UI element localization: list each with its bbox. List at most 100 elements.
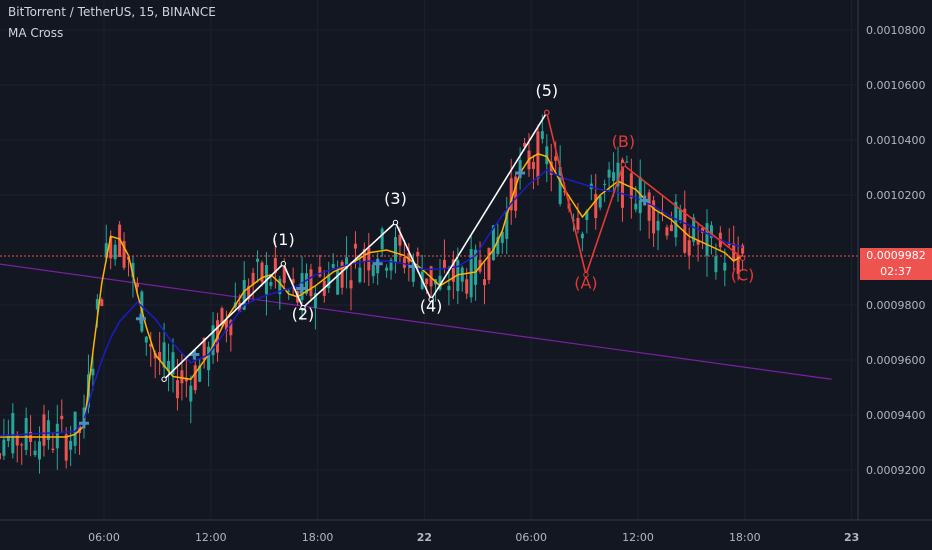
candle-body (220, 308, 224, 325)
candle-body (162, 342, 166, 368)
candle-body (340, 261, 344, 288)
candle-body (385, 267, 389, 271)
candle-body (483, 279, 486, 286)
candle-body (416, 251, 420, 257)
symbol-title: BitTorrent / TetherUS, 15, BINANCE (8, 5, 216, 19)
candle-body (238, 302, 242, 312)
price-tick-label: 0.0010400 (866, 134, 926, 147)
candle-body (327, 274, 331, 289)
last-price-tag: 0.0009982 (860, 248, 932, 264)
candle-body (256, 258, 260, 262)
candle-body (442, 259, 446, 269)
candle-body (429, 266, 433, 287)
trendline-layer[interactable] (0, 261, 832, 380)
candle-body (705, 223, 709, 256)
time-tick-label: 12:00 (195, 531, 227, 544)
cross-marker (79, 418, 89, 429)
candle-body (487, 247, 491, 280)
candle-body (118, 224, 122, 257)
candle-body (153, 353, 157, 359)
candle-body (0, 453, 1, 460)
candle-body (576, 218, 580, 230)
candle-body (438, 275, 442, 290)
candle-body (318, 266, 322, 277)
candle-body (358, 267, 362, 283)
candle-body (389, 259, 393, 271)
wave-label: (5) (535, 81, 558, 100)
candle-body (11, 412, 15, 454)
candle-body (398, 234, 402, 246)
candle-body (500, 232, 504, 243)
wave-pivot (161, 376, 167, 382)
cross-marker (515, 168, 526, 178)
candle-body (425, 278, 429, 285)
wave-label: (B) (612, 132, 635, 151)
candle-body (122, 241, 126, 268)
candle-body (100, 299, 104, 306)
candle-body (594, 193, 598, 219)
candle-body (291, 279, 295, 284)
candle-body (91, 368, 95, 376)
time-tick-label: 18:00 (729, 531, 761, 544)
candle-body (309, 269, 313, 297)
candle-body (656, 220, 660, 231)
candle-body (536, 131, 540, 179)
candle-body (278, 278, 282, 295)
candle-body (407, 253, 411, 263)
wave-lines[interactable] (161, 109, 746, 382)
candle-body (714, 256, 718, 273)
candle-body (629, 173, 633, 199)
time-tick-label: 22 (417, 531, 432, 544)
candle-body (345, 257, 349, 270)
candle-body (652, 200, 656, 234)
candle-body (563, 191, 567, 193)
candle-body (367, 248, 371, 271)
candle-body (180, 370, 184, 384)
candle-body (336, 270, 340, 295)
price-tick-label: 0.0009400 (866, 409, 926, 422)
candle-body (109, 236, 113, 259)
wave-label: (2) (292, 305, 315, 324)
candle-body (736, 254, 740, 274)
candle-body (558, 167, 562, 204)
price-tick-label: 0.0010800 (866, 24, 926, 37)
candle-body (394, 237, 397, 263)
time-tick-label: 06:00 (515, 531, 547, 544)
candle-body (55, 423, 59, 449)
candle-body (531, 162, 535, 169)
candle-body (260, 262, 264, 282)
candle-body (60, 415, 64, 420)
candle-body (549, 161, 553, 175)
grid (0, 0, 858, 520)
time-axis[interactable]: 06:00 12:00 18:00 22 06:00 12:00 18:00 23 (88, 531, 859, 544)
candle-body (149, 343, 153, 347)
candle-countdown-tag: 02:37 (860, 264, 932, 280)
price-axis[interactable]: 0.0010800 0.0010600 0.0010400 0.0010200 0.00… (866, 24, 926, 477)
candle-body (167, 360, 171, 372)
candle-body (207, 346, 211, 371)
wave-label: (A) (574, 274, 597, 293)
candle-body (95, 299, 99, 310)
candle-body (612, 172, 616, 181)
candle-body (603, 183, 607, 185)
candle-body (523, 142, 527, 147)
wave-label: (1) (272, 230, 295, 249)
candle-body (616, 162, 620, 187)
wave-pivot (620, 162, 627, 168)
candle-body (634, 203, 638, 210)
candle-body (607, 169, 611, 178)
candles-layer (0, 114, 745, 474)
candle-body (113, 244, 117, 260)
candle-body (69, 440, 73, 450)
cross-marker (296, 283, 307, 294)
study-label[interactable]: MA Cross (8, 26, 64, 40)
candle-body (709, 225, 713, 238)
cross-marker (639, 195, 650, 206)
candle-body (46, 420, 50, 441)
candle-body (273, 258, 277, 273)
candle-body (465, 279, 469, 294)
price-tick-label: 0.0009600 (866, 354, 926, 367)
candle-body (580, 233, 584, 239)
candle-body (349, 280, 353, 289)
